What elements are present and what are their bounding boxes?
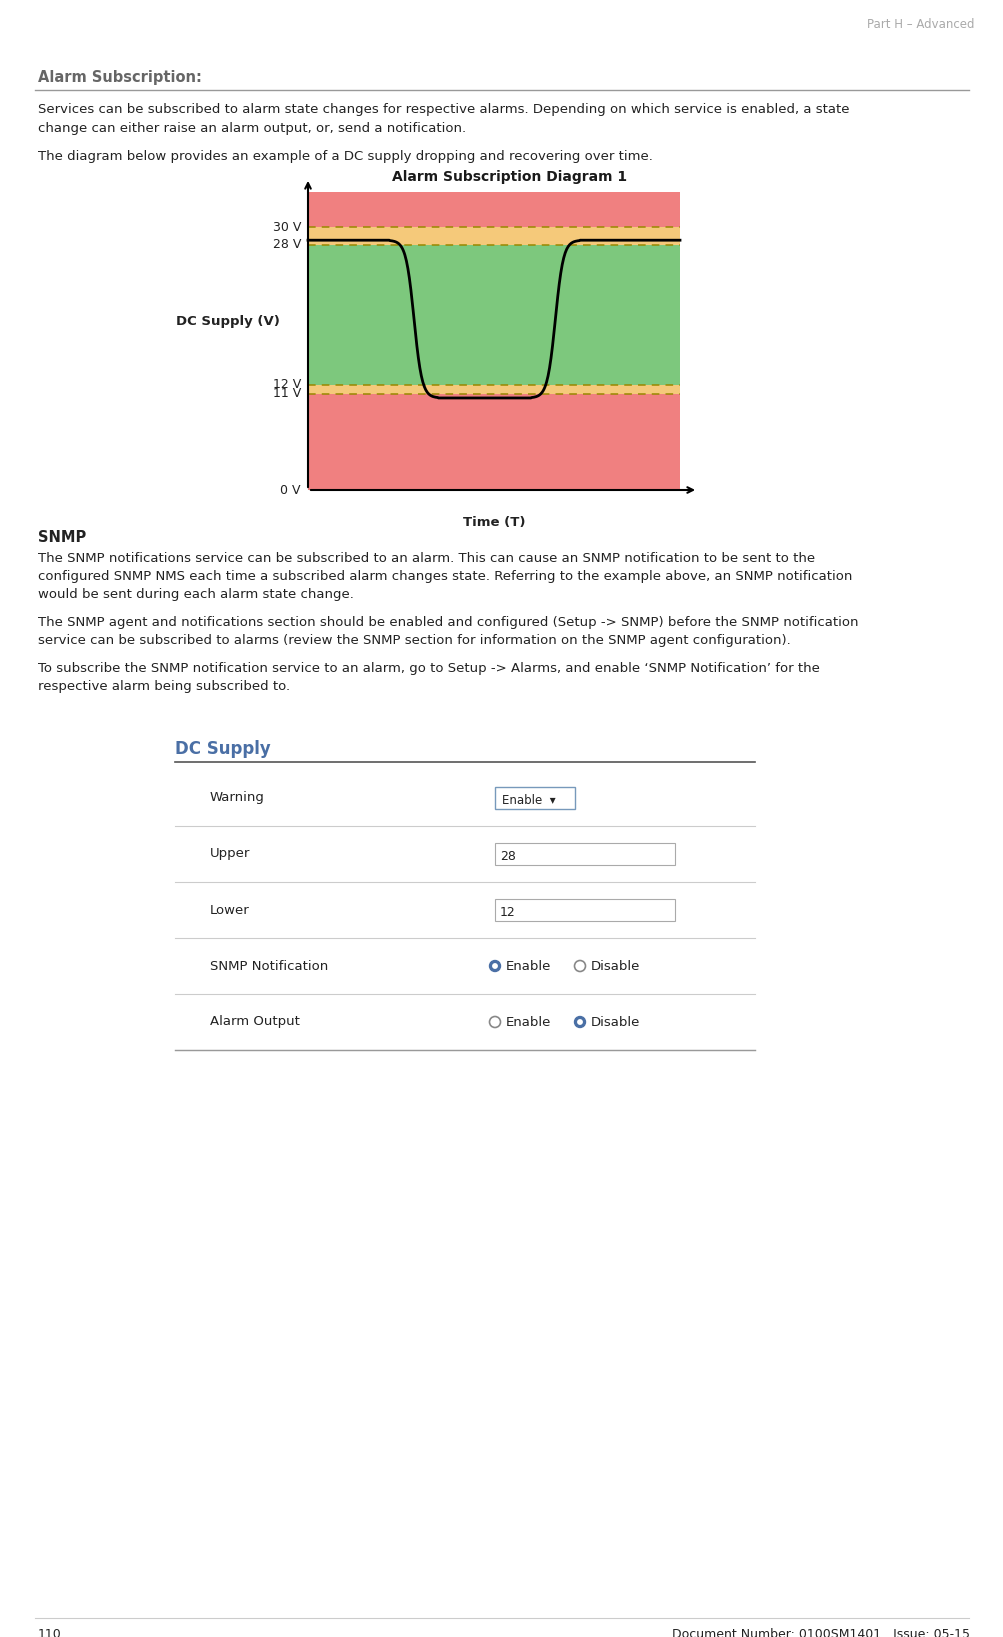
- Circle shape: [492, 964, 496, 967]
- Text: 30 V: 30 V: [273, 221, 301, 234]
- Text: would be sent during each alarm state change.: would be sent during each alarm state ch…: [38, 588, 353, 601]
- Text: Alarm Output: Alarm Output: [210, 1015, 300, 1028]
- Text: Part H – Advanced: Part H – Advanced: [867, 18, 974, 31]
- Text: Upper: Upper: [210, 848, 250, 861]
- Text: service can be subscribed to alarms (review the SNMP section for information on : service can be subscribed to alarms (rev…: [38, 634, 790, 647]
- Text: Alarm Subscription Diagram 1: Alarm Subscription Diagram 1: [392, 170, 627, 183]
- Text: The SNMP notifications service can be subscribed to an alarm. This can cause an : The SNMP notifications service can be su…: [38, 552, 814, 565]
- Text: 0 V: 0 V: [280, 483, 301, 496]
- Circle shape: [574, 1017, 585, 1028]
- Text: 28: 28: [499, 850, 516, 863]
- Text: Enable: Enable: [505, 959, 551, 972]
- Circle shape: [489, 961, 500, 971]
- Text: change can either raise an alarm output, or, send a notification.: change can either raise an alarm output,…: [38, 123, 465, 134]
- Bar: [308, 393, 679, 489]
- Text: To subscribe the SNMP notification service to an alarm, go to Setup -> Alarms, a: To subscribe the SNMP notification servi…: [38, 661, 819, 674]
- Text: Enable: Enable: [505, 1015, 551, 1028]
- Text: Alarm Subscription:: Alarm Subscription:: [38, 70, 202, 85]
- Text: The diagram below provides an example of a DC supply dropping and recovering ove: The diagram below provides an example of…: [38, 151, 652, 164]
- Text: The SNMP agent and notifications section should be enabled and configured (Setup: The SNMP agent and notifications section…: [38, 616, 858, 629]
- Text: 110: 110: [38, 1629, 62, 1637]
- Text: Enable  ▾: Enable ▾: [502, 794, 555, 807]
- Bar: [308, 228, 679, 244]
- Text: Time (T): Time (T): [462, 516, 525, 529]
- Text: 11 V: 11 V: [273, 386, 301, 399]
- Text: Services can be subscribed to alarm state changes for respective alarms. Dependi: Services can be subscribed to alarm stat…: [38, 103, 849, 116]
- Text: Warning: Warning: [210, 792, 265, 804]
- Bar: [308, 192, 679, 228]
- Text: 12 V: 12 V: [273, 378, 301, 391]
- Text: SNMP: SNMP: [38, 530, 86, 545]
- Bar: [494, 843, 674, 864]
- Bar: [494, 899, 674, 922]
- Text: 28 V: 28 V: [273, 237, 301, 250]
- Circle shape: [577, 1020, 582, 1025]
- Bar: [308, 385, 679, 393]
- Text: respective alarm being subscribed to.: respective alarm being subscribed to.: [38, 679, 290, 692]
- Text: configured SNMP NMS each time a subscribed alarm changes state. Referring to the: configured SNMP NMS each time a subscrib…: [38, 570, 852, 583]
- Text: Document Number: 0100SM1401   Issue: 05-15: Document Number: 0100SM1401 Issue: 05-15: [671, 1629, 969, 1637]
- Text: DC Supply: DC Supply: [175, 740, 271, 758]
- Bar: [308, 244, 679, 385]
- Text: Disable: Disable: [590, 1015, 639, 1028]
- Text: DC Supply (V): DC Supply (V): [176, 314, 280, 327]
- Text: SNMP Notification: SNMP Notification: [210, 959, 328, 972]
- Text: 12: 12: [499, 905, 516, 918]
- Text: Disable: Disable: [590, 959, 639, 972]
- Text: Lower: Lower: [210, 904, 250, 917]
- Bar: [494, 787, 575, 809]
